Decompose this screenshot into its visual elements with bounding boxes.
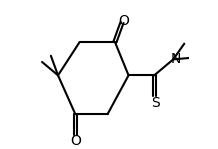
Text: N: N [170, 52, 181, 66]
Text: S: S [151, 96, 159, 110]
Text: O: O [70, 134, 81, 148]
Text: O: O [119, 14, 129, 28]
